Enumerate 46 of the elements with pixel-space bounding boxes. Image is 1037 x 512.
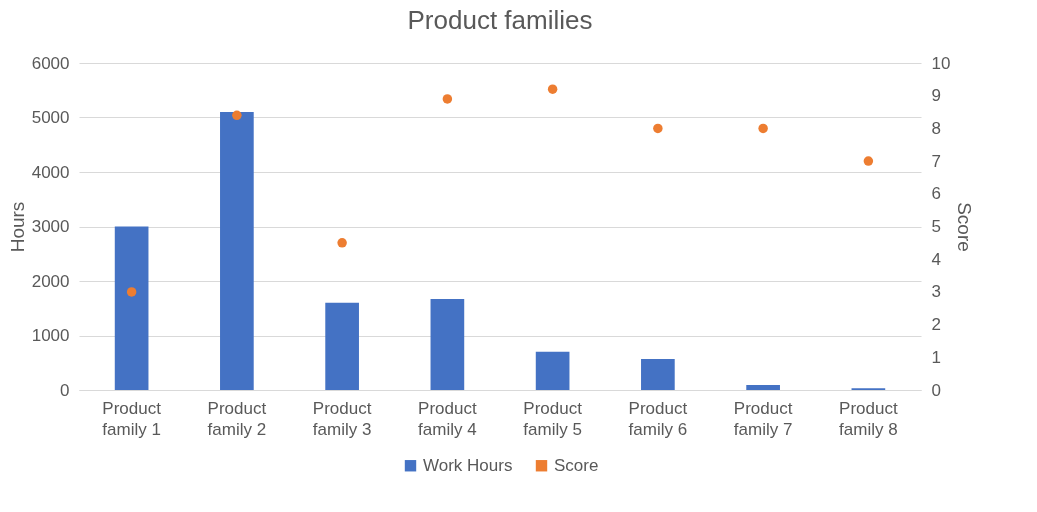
bar	[114, 226, 149, 390]
x-tick-label: Product family 7	[733, 398, 793, 439]
legend-label: Score	[554, 455, 599, 475]
y-tick-label: 0	[60, 380, 70, 400]
point	[232, 110, 242, 121]
point	[547, 84, 558, 94]
point	[337, 238, 347, 248]
y2-tick-label: 1	[931, 347, 941, 367]
y2-tick-label: 3	[931, 282, 941, 302]
y2-tick-label: 4	[931, 249, 941, 269]
y2-tick-label: 6	[931, 184, 941, 204]
y2-tick-label: 2	[931, 315, 941, 335]
point	[758, 123, 768, 134]
y2-tick-label: 9	[931, 86, 941, 106]
legend-label: Work Hours	[423, 455, 513, 475]
bar	[325, 302, 359, 390]
y-tick-label: 5000	[31, 108, 70, 127]
y2-tick-label: 5	[931, 217, 941, 236]
point	[442, 94, 453, 104]
point	[126, 287, 137, 297]
y-axis-title: Hours	[6, 201, 28, 253]
y-tick-label: 3000	[31, 217, 70, 236]
bar	[746, 385, 780, 390]
y2-axis-title: Score	[954, 202, 976, 252]
x-tick-label: Product family 2	[207, 398, 267, 439]
y-tick-label: 6000	[31, 53, 70, 73]
y-tick-label: 2000	[31, 271, 70, 291]
y-tick-label: 4000	[31, 162, 70, 182]
x-tick-label: Product family 1	[102, 398, 162, 439]
x-tick-label: Product family 3	[312, 398, 372, 439]
x-tick-label: Product family 8	[839, 398, 898, 439]
point	[863, 156, 874, 166]
x-tick-label: Product family 4	[418, 398, 477, 439]
bar	[535, 351, 570, 390]
y-tick-label: 1000	[31, 326, 70, 345]
y2-tick-label: 0	[931, 380, 941, 400]
x-tick-label: Product family 6	[628, 398, 688, 439]
point	[653, 123, 663, 134]
bar	[641, 358, 675, 390]
y2-tick-label: 7	[931, 151, 941, 171]
x-tick-label: Product family 5	[523, 398, 583, 439]
y2-tick-label: 8	[931, 118, 941, 138]
bar	[430, 298, 465, 390]
y2-tick-label: 10	[931, 53, 951, 73]
chart-title: Product families	[407, 5, 593, 35]
bar	[220, 112, 254, 390]
